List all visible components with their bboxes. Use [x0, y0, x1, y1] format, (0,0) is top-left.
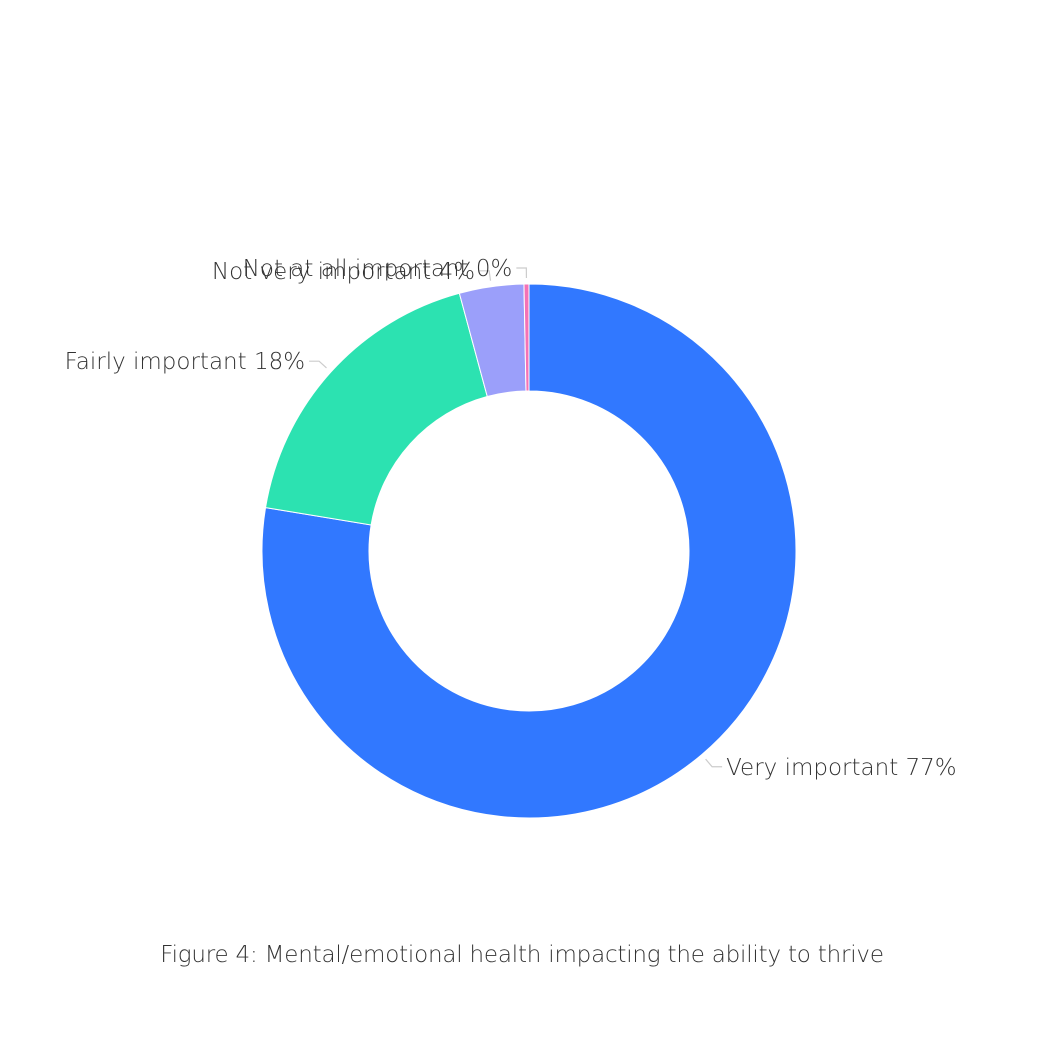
leader-line-not-very-important: [479, 270, 492, 281]
slices-group: [261, 283, 797, 819]
slice-label-not-at-all-important: Not at all important 0%: [243, 256, 513, 282]
leader-line-not-at-all-important: [516, 267, 528, 279]
slice-very-important: [261, 283, 797, 819]
slice-not-at-all-important: [523, 283, 530, 392]
slice-label-very-important: Very important 77%: [726, 755, 957, 781]
figure-caption: Figure 4: Mental/emotional health impact…: [160, 942, 884, 968]
slice-fairly-important: [264, 292, 488, 526]
slice-label-not-very-important: Not very important 4%: [212, 259, 475, 285]
leader-lines-group: [309, 267, 723, 768]
leader-line-very-important: [705, 758, 723, 768]
slice-label-fairly-important: Fairly important 18%: [65, 349, 305, 375]
leader-line-fairly-important: [309, 360, 327, 369]
slice-labels-group: Very important 77% Fairly important 18% No…: [65, 256, 957, 781]
